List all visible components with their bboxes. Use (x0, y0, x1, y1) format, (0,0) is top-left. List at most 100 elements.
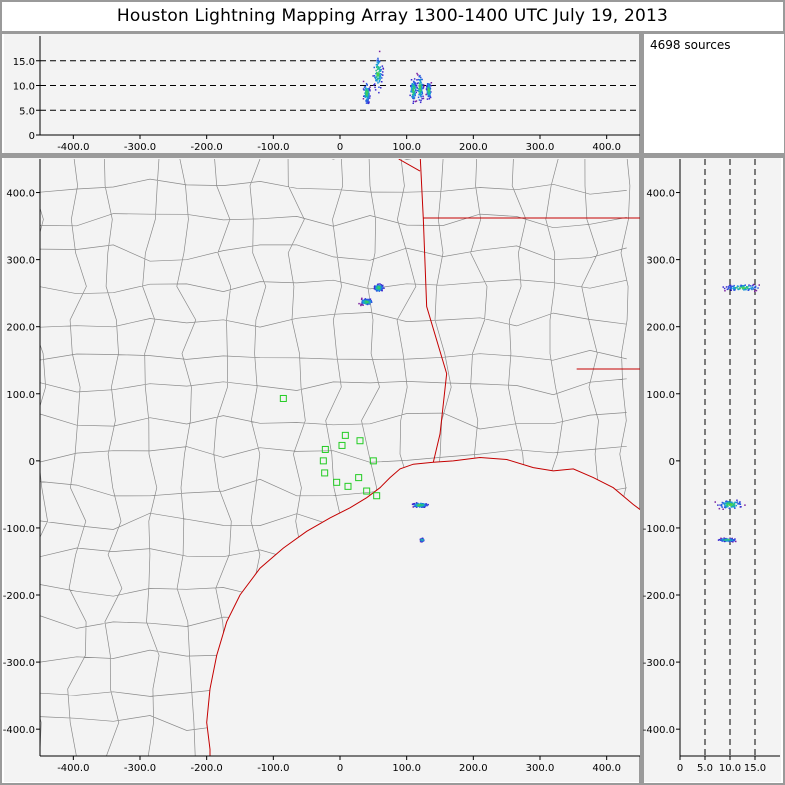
lightning-source (425, 503, 428, 505)
lightning-source (754, 285, 757, 288)
lightning-source (365, 92, 367, 95)
lightning-source (377, 60, 380, 62)
lightning-source (723, 287, 726, 290)
lightning-source (378, 71, 380, 73)
lightning-source (369, 88, 371, 91)
lightning-source (726, 538, 729, 540)
lightning-source (420, 539, 423, 541)
lightning-source (419, 92, 421, 95)
lightning-source (367, 300, 369, 303)
lightning-source (757, 287, 759, 289)
lightning-source (374, 287, 377, 289)
lightning-source (419, 86, 421, 89)
lightning-source (726, 540, 728, 542)
lightning-source (735, 504, 737, 507)
lightning-source (415, 89, 417, 92)
lightning-source (424, 503, 427, 505)
lightning-source (377, 283, 379, 285)
lightning-source (376, 66, 378, 69)
lightning-source (427, 95, 430, 98)
state-boundaries (398, 159, 640, 463)
lightning-source (380, 73, 383, 76)
lightning-source (721, 503, 723, 506)
lightning-source (413, 86, 415, 88)
lightning-source (745, 287, 747, 290)
lightning-source (729, 287, 732, 290)
source-count: 4698 sources (650, 38, 731, 52)
lightning-source (376, 80, 378, 82)
lightning-source (739, 288, 741, 290)
lightning-source (750, 285, 752, 287)
x-tick-label: -100.0 (257, 142, 289, 153)
lightning-source (419, 94, 422, 96)
lightning-source (379, 69, 381, 71)
lightning-source (420, 86, 423, 88)
lightning-source (368, 101, 370, 103)
lightning-source (422, 504, 424, 506)
y-tick-label: -300.0 (643, 658, 675, 669)
lightning-source (418, 99, 421, 101)
lightning-source (739, 285, 742, 287)
lightning-source (417, 82, 419, 84)
source-cluster (425, 82, 433, 100)
lightning-source (727, 501, 729, 503)
lightning-source (378, 75, 380, 78)
x-tick-label: 400.0 (592, 142, 621, 153)
lightning-source (412, 92, 414, 94)
lightning-source (370, 301, 373, 303)
lightning-source (731, 502, 734, 504)
lightning-source (365, 94, 368, 96)
lightning-source (733, 502, 735, 504)
figure-title: Houston Lightning Mapping Array 1300-140… (116, 6, 669, 26)
lightning-source (364, 95, 366, 98)
lightning-source (734, 287, 736, 290)
lightning-source (413, 84, 415, 86)
lightning-source (378, 86, 380, 88)
lightning-source (416, 72, 418, 75)
lightning-source (365, 298, 368, 301)
lightning-source (427, 89, 430, 91)
lightning-source (415, 100, 418, 102)
station-marker (341, 431, 349, 439)
lightning-source (412, 81, 415, 83)
lightning-source (413, 82, 416, 85)
lightning-source (379, 76, 381, 79)
lightning-source (418, 85, 421, 87)
lightning-source (362, 304, 364, 306)
lightning-source (726, 504, 728, 507)
lightning-source (727, 501, 730, 503)
lightning-source (748, 285, 750, 287)
lightning-source (423, 506, 426, 508)
y-tick-label: 10.0 (13, 82, 35, 93)
y-tick-label: -200.0 (3, 591, 35, 602)
lightning-source (734, 501, 736, 504)
lightning-source (734, 538, 736, 540)
lightning-source (718, 538, 721, 541)
lightning-source (750, 288, 753, 290)
x-tick-label: 400.0 (592, 763, 621, 774)
lightning-source (726, 288, 729, 291)
lightning-source (726, 539, 729, 541)
lightning-source (430, 82, 433, 84)
x-tick-label: 200.0 (459, 142, 488, 153)
lightning-source (410, 85, 412, 87)
lightning-source (415, 502, 418, 504)
lightning-source (739, 506, 742, 508)
lightning-source (724, 539, 726, 541)
lightning-source (427, 94, 429, 96)
lightning-source (732, 504, 735, 507)
lightning-source (425, 93, 427, 96)
lightning-source (721, 540, 724, 542)
lightning-source (367, 302, 369, 304)
lightning-source (733, 284, 735, 287)
lightning-source (382, 67, 384, 69)
lightning-source (743, 287, 745, 289)
x-tick-label: 10.0 (719, 763, 741, 774)
lightning-source (730, 505, 732, 508)
lightning-source (732, 504, 735, 506)
lightning-source (729, 284, 732, 287)
lightning-source (723, 538, 725, 540)
lightning-source (429, 92, 431, 95)
lightning-source (378, 91, 380, 94)
lightning-source (420, 94, 423, 96)
